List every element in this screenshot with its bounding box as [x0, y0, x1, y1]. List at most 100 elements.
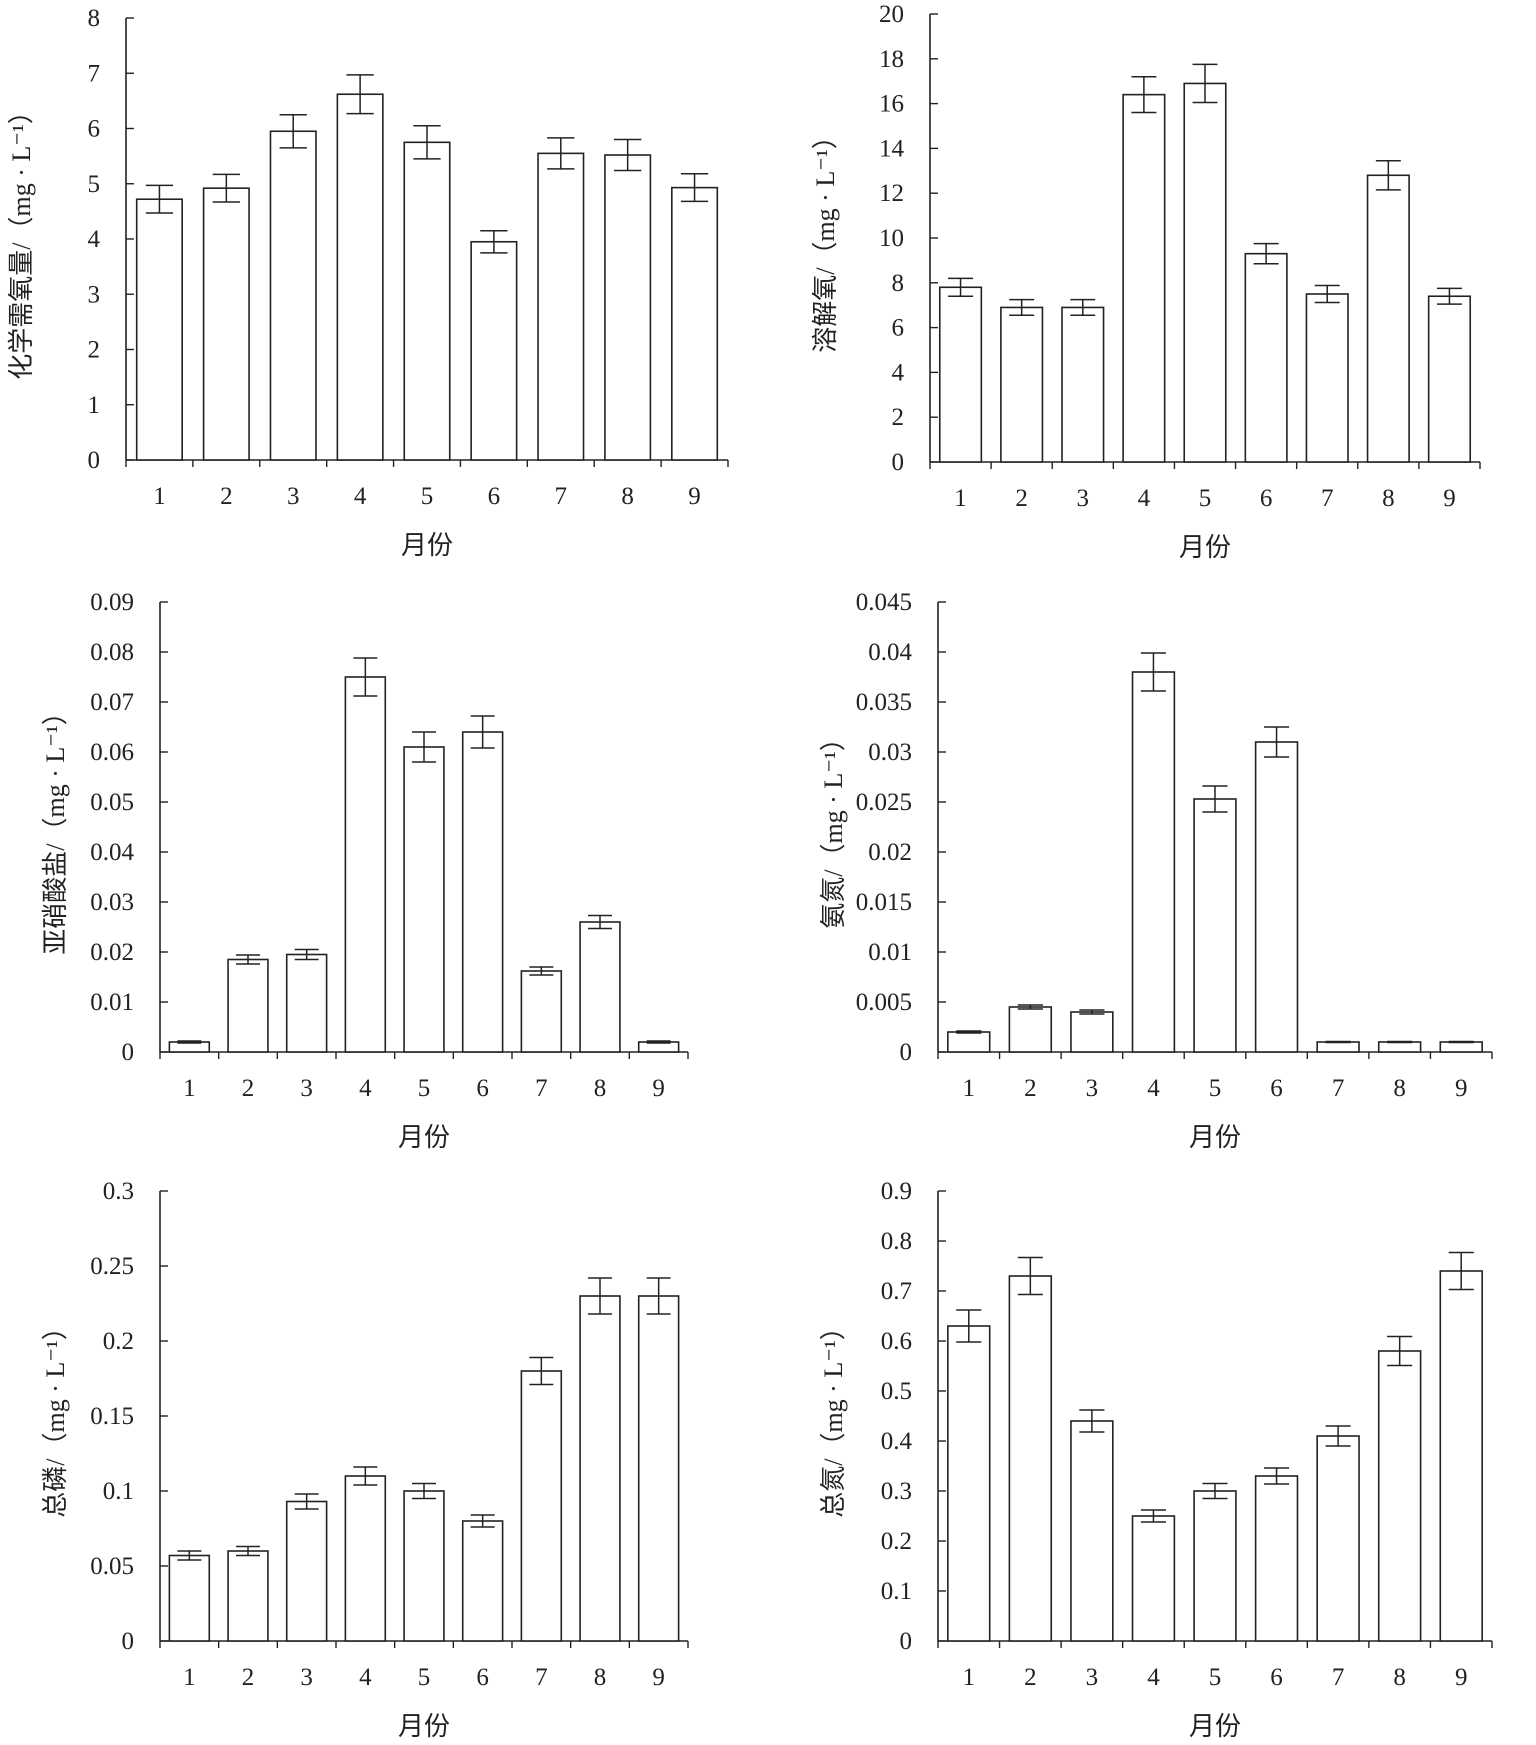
- chart-dissolved-oxygen-bar-2: [1000, 306, 1044, 463]
- chart-cod-bar-4: [336, 93, 384, 461]
- chart-ammonia-nitrogen-y-tick-label: 0.03: [868, 739, 912, 766]
- chart-total-nitrogen-bar-8: [1377, 1350, 1422, 1642]
- chart-nitrite-y-tick-label: 0.09: [90, 589, 134, 616]
- chart-cod-y-tick-label: 6: [88, 116, 101, 143]
- chart-total-nitrogen-x-tick-label: 8: [1393, 1664, 1406, 1691]
- chart-ammonia-nitrogen-x-axis-title: 月份: [1189, 1123, 1241, 1152]
- chart-total-nitrogen: 0 0.1 0.2 0.3 0.4 0.5 0.6 0.7 0.8 0.9 1 2 3 4 5 6 7 8 9 月份 总…: [819, 1178, 1493, 1741]
- chart-nitrite-x-tick-label: 6: [476, 1075, 489, 1102]
- chart-dissolved-oxygen-y-tick-label: 12: [879, 180, 904, 207]
- chart-ammonia-nitrogen-bar-2: [1008, 1006, 1053, 1053]
- chart-dissolved-oxygen-x-tick-label: 7: [1321, 485, 1334, 512]
- chart-total-phosphorus-bar-9: [637, 1295, 680, 1642]
- chart-ammonia-nitrogen-x-tick-label: 7: [1332, 1075, 1345, 1102]
- chart-dissolved-oxygen-x-tick-label: 6: [1260, 485, 1273, 512]
- chart-nitrite-x-tick-label: 5: [418, 1075, 431, 1102]
- chart-total-phosphorus-x-tick-label: 4: [359, 1664, 372, 1691]
- chart-nitrite-bar-4: [344, 676, 387, 1053]
- chart-ammonia-nitrogen-y-tick-label: 0.01: [868, 939, 912, 966]
- chart-ammonia-nitrogen-x-tick-label: 6: [1270, 1075, 1283, 1102]
- chart-ammonia-nitrogen-bar-5: [1193, 798, 1237, 1053]
- chart-dissolved-oxygen-y-tick-label: 20: [879, 1, 904, 28]
- chart-ammonia-nitrogen-x-tick-label: 8: [1393, 1075, 1406, 1102]
- chart-cod-bar-2: [202, 187, 250, 461]
- chart-ammonia-nitrogen-y-tick-label: 0.04: [868, 639, 912, 666]
- chart-total-nitrogen-y-axis-title: 总氮/（mg · L⁻¹）: [819, 1314, 848, 1518]
- chart-cod-y-tick-label: 1: [88, 392, 101, 419]
- chart-dissolved-oxygen-y-tick-label: 2: [892, 404, 905, 431]
- chart-cod-bar-1: [135, 198, 183, 461]
- chart-total-nitrogen-y-tick-label: 0.4: [881, 1428, 913, 1455]
- chart-total-phosphorus-x-tick-label: 6: [476, 1664, 489, 1691]
- chart-total-nitrogen-bar-2: [1008, 1275, 1053, 1642]
- chart-total-phosphorus-y-axis-title: 总磷/（mg · L⁻¹）: [41, 1314, 70, 1518]
- chart-total-nitrogen-y-tick-label: 0: [900, 1628, 913, 1655]
- chart-cod-x-tick-label: 1: [153, 483, 166, 510]
- chart-ammonia-nitrogen-bar-7: [1316, 1041, 1360, 1053]
- chart-cod-x-tick-label: 4: [354, 483, 367, 510]
- chart-ammonia-nitrogen-bar-3: [1070, 1011, 1114, 1053]
- chart-dissolved-oxygen-x-tick-label: 4: [1138, 485, 1151, 512]
- chart-total-phosphorus-bar-8: [579, 1295, 621, 1642]
- chart-dissolved-oxygen-y-tick-label: 8: [892, 270, 905, 297]
- chart-ammonia-nitrogen-x-tick-label: 1: [963, 1075, 976, 1102]
- chart-total-phosphorus-bar-6: [461, 1520, 504, 1642]
- chart-dissolved-oxygen-y-tick-label: 6: [892, 315, 905, 342]
- chart-nitrite-y-axis-title: 亚硝酸盐/（mg · L⁻¹）: [41, 699, 70, 955]
- chart-total-phosphorus-bar-7: [520, 1370, 563, 1642]
- chart-dissolved-oxygen-x-tick-label: 9: [1443, 485, 1456, 512]
- chart-cod-y-tick-label: 7: [88, 60, 101, 87]
- chart-dissolved-oxygen-bar-5: [1183, 82, 1227, 463]
- chart-total-nitrogen-x-tick-label: 6: [1270, 1664, 1283, 1691]
- chart-nitrite-bar-2: [227, 958, 269, 1053]
- chart-cod-x-tick-label: 9: [688, 483, 701, 510]
- chart-total-phosphorus-x-tick-label: 8: [594, 1664, 607, 1691]
- chart-cod-x-tick-label: 8: [621, 483, 634, 510]
- chart-nitrite: 0 0.01 0.02 0.03 0.04 0.05 0.06 0.07 0.08 0.09 1 2 3…: [41, 589, 689, 1152]
- chart-nitrite-x-tick-label: 9: [652, 1075, 665, 1102]
- chart-total-phosphorus-y-tick-label: 0.15: [90, 1403, 134, 1430]
- chart-total-nitrogen-y-tick-label: 0.6: [881, 1328, 912, 1355]
- chart-cod-bar-9: [671, 186, 719, 461]
- chart-cod-y-tick-label: 3: [88, 281, 101, 308]
- chart-nitrite-y-tick-label: 0.04: [90, 839, 134, 866]
- chart-ammonia-nitrogen-x-tick-label: 4: [1147, 1075, 1160, 1102]
- chart-nitrite-y-tick-label: 0.02: [90, 939, 134, 966]
- chart-total-phosphorus-x-tick-label: 5: [418, 1664, 431, 1691]
- chart-total-nitrogen-y-tick-label: 0.1: [881, 1578, 912, 1605]
- chart-dissolved-oxygen-x-tick-label: 2: [1015, 485, 1028, 512]
- chart-ammonia-nitrogen-x-tick-label: 2: [1024, 1075, 1037, 1102]
- chart-total-nitrogen-bar-3: [1070, 1420, 1114, 1642]
- chart-dissolved-oxygen-y-tick-label: 0: [892, 449, 905, 476]
- chart-total-phosphorus-bar-4: [344, 1475, 387, 1642]
- chart-cod-x-tick-label: 5: [421, 483, 434, 510]
- chart-cod-x-tick-label: 6: [488, 483, 501, 510]
- chart-ammonia-nitrogen-y-tick-label: 0.045: [856, 589, 912, 616]
- chart-nitrite-bar-7: [520, 970, 563, 1053]
- chart-total-phosphorus-x-tick-label: 9: [652, 1664, 665, 1691]
- chart-total-nitrogen-bar-6: [1254, 1475, 1299, 1642]
- chart-cod-bar-7: [537, 152, 585, 461]
- chart-cod-y-tick-label: 4: [88, 226, 101, 253]
- chart-total-phosphorus-x-axis-title: 月份: [398, 1712, 450, 1741]
- chart-ammonia-nitrogen-x-tick-label: 5: [1209, 1075, 1222, 1102]
- chart-cod-y-tick-label: 0: [88, 447, 101, 474]
- chart-total-nitrogen-y-tick-label: 0.3: [881, 1478, 912, 1505]
- chart-total-nitrogen-y-tick-label: 0.8: [881, 1228, 912, 1255]
- chart-total-phosphorus-bar-5: [403, 1490, 445, 1642]
- chart-ammonia-nitrogen-y-tick-label: 0.015: [856, 889, 912, 916]
- chart-total-phosphorus-x-tick-label: 1: [183, 1664, 196, 1691]
- chart-dissolved-oxygen-bar-9: [1427, 295, 1472, 463]
- chart-ammonia-nitrogen-bar-4: [1131, 671, 1176, 1053]
- chart-dissolved-oxygen-x-tick-label: 5: [1199, 485, 1212, 512]
- chart-total-nitrogen-bar-1: [947, 1325, 991, 1642]
- chart-ammonia-nitrogen-bar-8: [1377, 1041, 1422, 1053]
- chart-dissolved-oxygen-x-tick-label: 8: [1382, 485, 1395, 512]
- chart-total-nitrogen-x-tick-label: 2: [1024, 1664, 1037, 1691]
- chart-total-phosphorus-y-tick-label: 0.3: [103, 1178, 134, 1205]
- chart-ammonia-nitrogen: 0 0.005 0.01 0.015 0.02 0.025 0.03 0.035 0.04 0.0…: [819, 589, 1493, 1152]
- chart-ammonia-nitrogen-y-tick-label: 0.005: [856, 989, 912, 1016]
- chart-ammonia-nitrogen-x-tick-label: 3: [1086, 1075, 1099, 1102]
- chart-total-nitrogen-x-tick-label: 7: [1332, 1664, 1345, 1691]
